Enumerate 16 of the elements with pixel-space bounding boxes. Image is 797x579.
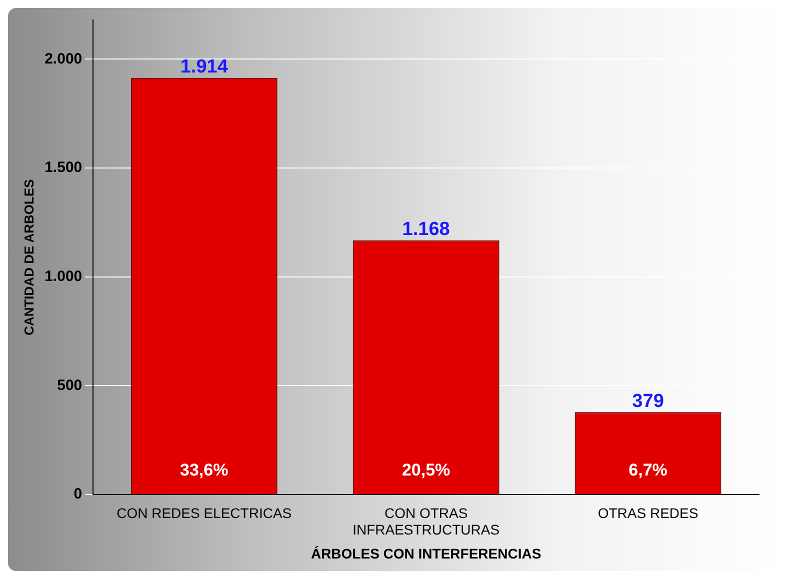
annotation: 33,6% [180,460,228,480]
data-label: 379 [632,390,664,412]
x-tick-label: OTRAS REDES [598,504,698,521]
y-tick-label: 500 [57,376,82,394]
y-tick-label: 1.500 [44,159,82,176]
annotation: 6,7% [628,460,668,480]
data-label: 1.914 [180,56,228,78]
x-tick-label: CON OTRAS INFRAESTRUCTURAS [352,504,500,538]
y-axis-title: CANTIDAD DE ARBOLES [21,178,36,336]
data-label: 1.168 [402,219,450,240]
y-tick-label: 2.000 [44,50,82,68]
y-tick-label: 1.000 [44,268,82,286]
x-tick-label: CON REDES ELECTRICAS [116,504,292,521]
y-tick-label: 0 [74,486,82,503]
x-axis-title: ÁRBOLES CON INTERFERENCIAS [310,545,542,562]
annotation: 20,5% [402,460,450,480]
